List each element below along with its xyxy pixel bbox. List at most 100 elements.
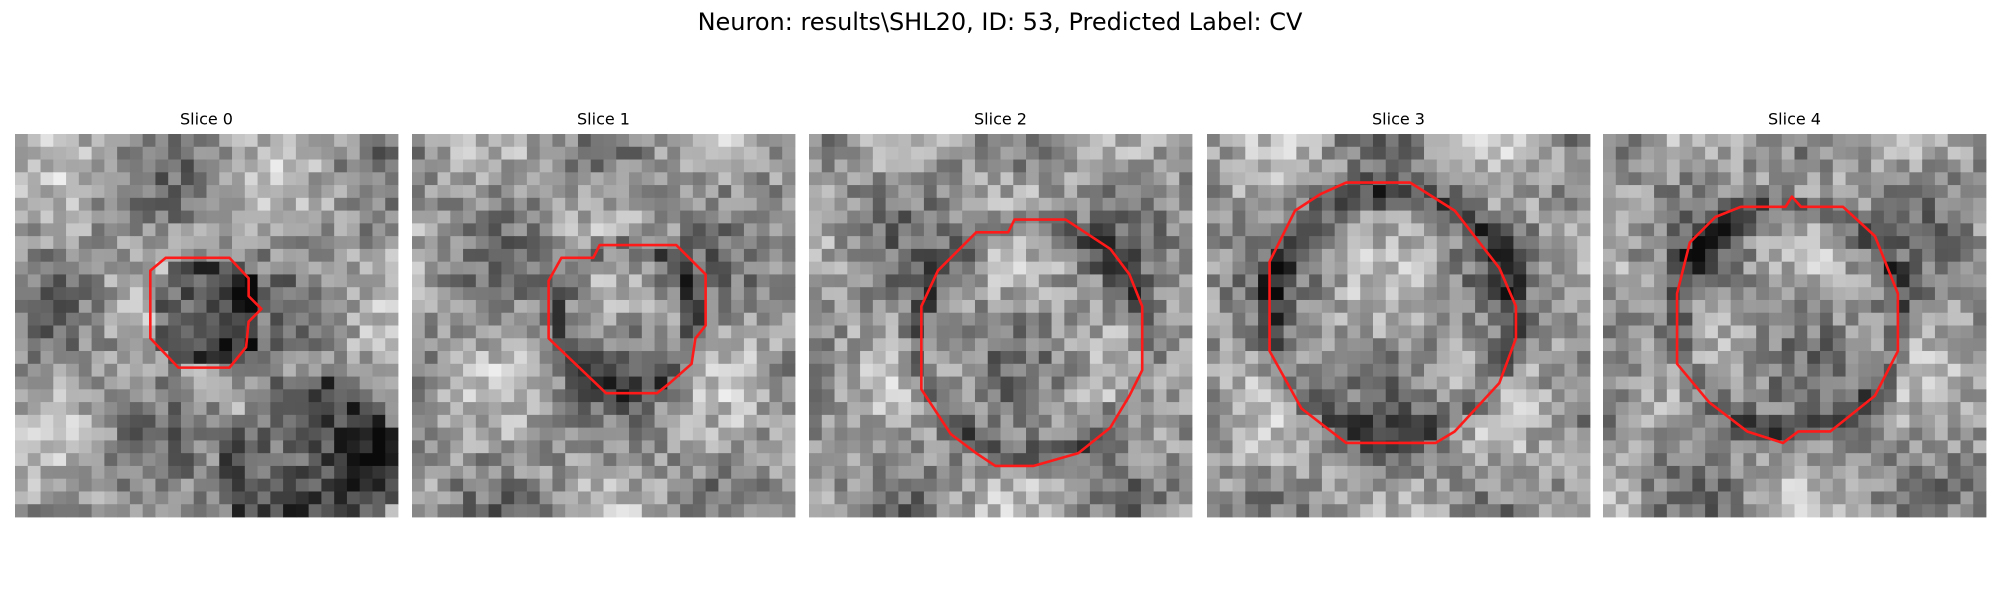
pixel	[142, 504, 156, 518]
pixel	[142, 491, 156, 505]
pixel	[15, 453, 29, 467]
pixel	[437, 351, 451, 365]
pixel	[1424, 504, 1438, 518]
pixel	[539, 453, 553, 467]
pixel	[1077, 351, 1091, 365]
pixel	[1334, 248, 1348, 263]
pixel	[1692, 402, 1706, 416]
pixel	[117, 427, 131, 441]
pixel	[782, 414, 796, 429]
pixel	[911, 389, 925, 403]
pixel	[1909, 402, 1923, 416]
pixel	[1730, 287, 1744, 301]
pixel	[450, 236, 464, 250]
pixel	[565, 185, 579, 199]
pixel	[1871, 210, 1885, 224]
pixel	[142, 427, 156, 441]
pixel	[821, 351, 835, 365]
pixel	[1934, 185, 1949, 199]
pixel	[1385, 261, 1399, 275]
pixel	[1858, 440, 1872, 454]
pixel	[1140, 312, 1155, 326]
pixel	[1026, 185, 1040, 199]
pixel	[168, 197, 182, 211]
pixel	[219, 236, 233, 250]
pixel	[129, 351, 144, 365]
pixel	[1705, 376, 1719, 390]
pixel	[270, 402, 284, 416]
pixel	[514, 134, 528, 148]
pixel	[385, 261, 399, 275]
pixel	[1768, 299, 1783, 314]
pixel	[372, 223, 386, 237]
pixel	[1513, 376, 1527, 390]
pixel	[1807, 261, 1821, 275]
pixel	[104, 465, 118, 480]
pixel	[1666, 146, 1680, 160]
pixel	[437, 146, 451, 160]
pixel	[577, 312, 592, 326]
pixel	[629, 389, 643, 403]
pixel	[1385, 185, 1399, 199]
pixel	[1526, 376, 1540, 390]
pixel	[180, 299, 195, 314]
pixel	[1283, 440, 1297, 454]
pixel	[680, 440, 694, 454]
pixel	[577, 363, 592, 377]
pixel	[450, 274, 464, 288]
pixel	[1245, 185, 1259, 199]
pixel	[782, 197, 796, 211]
pixel	[654, 172, 668, 186]
pixel	[1513, 440, 1527, 454]
pixel	[962, 402, 976, 416]
pixel	[936, 261, 950, 275]
pixel	[1883, 134, 1898, 148]
pixel	[1832, 465, 1846, 480]
pixel	[1436, 478, 1450, 492]
pixel	[1871, 504, 1885, 518]
pixel	[1934, 223, 1949, 237]
pixel	[1398, 312, 1412, 326]
pixel	[1436, 504, 1450, 518]
pixel	[1883, 402, 1898, 416]
pixel	[1077, 172, 1091, 186]
pixel	[1219, 287, 1233, 301]
pixel	[501, 465, 515, 480]
pixel	[1717, 274, 1732, 288]
pixel	[1832, 223, 1846, 237]
pixel	[1166, 491, 1180, 505]
pixel	[475, 325, 489, 339]
pixel	[872, 351, 886, 365]
pixel	[475, 146, 489, 160]
pixel	[206, 351, 220, 365]
pixel	[705, 376, 719, 390]
pixel	[346, 210, 361, 224]
pixel	[1449, 351, 1463, 365]
pixel	[1089, 146, 1104, 160]
pixel	[974, 363, 989, 377]
pixel	[385, 427, 399, 441]
pixel	[1321, 325, 1336, 339]
pixel	[283, 146, 297, 160]
pixel	[1832, 325, 1846, 339]
pixel	[463, 414, 477, 429]
pixel	[1883, 236, 1898, 250]
pixel	[552, 478, 566, 492]
pixel	[1513, 248, 1527, 263]
pixel	[1064, 491, 1078, 505]
pixel	[1232, 210, 1246, 224]
pixel	[1166, 389, 1180, 403]
pixel	[552, 197, 566, 211]
pixel	[463, 325, 477, 339]
pixel	[372, 172, 386, 186]
pixel	[270, 274, 284, 288]
pixel	[1207, 363, 1221, 377]
pixel	[616, 134, 630, 148]
pixel	[1436, 299, 1450, 314]
pixel	[412, 376, 426, 390]
pixel	[847, 146, 861, 160]
pixel	[283, 478, 297, 492]
pixel	[1858, 491, 1872, 505]
pixel	[1641, 453, 1655, 467]
pixel	[1679, 312, 1693, 326]
